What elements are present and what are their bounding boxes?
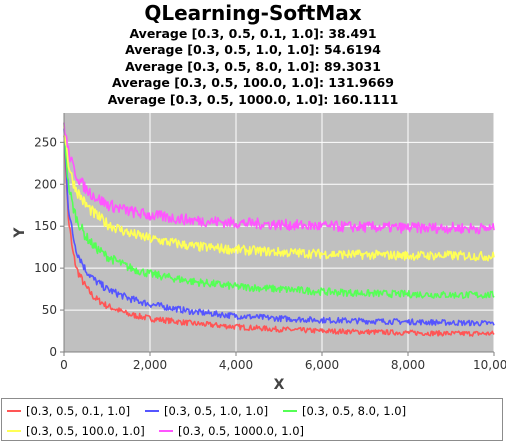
y-tick-label: 50: [42, 303, 57, 317]
legend-label: [0.3, 0.5, 1000.0, 1.0]: [178, 424, 305, 438]
chart-subtitle: Average [0.3, 0.5, 1000.0, 1.0]: 160.111…: [107, 91, 399, 107]
legend-item: [0.3, 0.5, 8.0, 1.0]: [283, 404, 406, 418]
legend-item: [0.3, 0.5, 0.1, 1.0]: [7, 404, 130, 418]
legend-swatch: [159, 430, 173, 432]
y-tick-label: 250: [34, 135, 57, 149]
legend-swatch: [7, 430, 21, 432]
legend-swatch: [7, 410, 21, 412]
chart-title: QLearning-SoftMax: [144, 1, 362, 25]
x-tick-label: 10,000: [473, 358, 506, 372]
y-tick-label: 0: [49, 345, 57, 359]
legend-label: [0.3, 0.5, 0.1, 1.0]: [26, 404, 131, 418]
chart-subtitle: Average [0.3, 0.5, 1.0, 1.0]: 54.6194: [125, 42, 381, 58]
series-line: [63, 128, 495, 327]
y-tick-label: 100: [34, 261, 57, 275]
x-tick-label: 8,000: [391, 358, 425, 372]
series-line: [63, 122, 495, 235]
chart-subtitle: Average [0.3, 0.5, 0.1, 1.0]: 38.491: [129, 26, 377, 41]
legend-item: [0.3, 0.5, 1.0, 1.0]: [145, 404, 268, 418]
y-tick-label: 200: [34, 177, 57, 191]
x-tick-label: 4,000: [219, 358, 253, 372]
x-tick-label: 0: [60, 358, 68, 372]
series-line: [63, 125, 495, 262]
x-tick-label: 6,000: [305, 358, 339, 372]
x-axis-label: X: [274, 377, 285, 393]
y-tick-label: 150: [34, 219, 57, 233]
chart-subtitle: Average [0.3, 0.5, 8.0, 1.0]: 89.3031: [125, 58, 381, 74]
chart-legend: [0.3, 0.5, 0.1, 1.0] [0.3, 0.5, 1.0, 1.0…: [1, 398, 503, 441]
series-line: [63, 122, 495, 300]
series-line: [63, 135, 495, 337]
y-axis-label: Y: [12, 227, 28, 239]
legend-label: [0.3, 0.5, 1.0, 1.0]: [164, 404, 269, 418]
chart-subtitle: Average [0.3, 0.5, 100.0, 1.0]: 131.9669: [112, 75, 394, 91]
legend-swatch: [145, 410, 159, 412]
x-tick-label: 2,000: [133, 358, 167, 372]
chart-plot: 0 2,000 4,000 6,000 8,000 10,000 0 50 100 150 200 2…: [12, 113, 506, 393]
legend-label: [0.3, 0.5, 100.0, 1.0]: [26, 424, 145, 438]
legend-label: [0.3, 0.5, 8.0, 1.0]: [302, 404, 407, 418]
legend-swatch: [283, 410, 297, 412]
legend-item: [0.3, 0.5, 100.0, 1.0]: [7, 424, 145, 438]
legend-item: [0.3, 0.5, 1000.0, 1.0]: [159, 424, 304, 438]
chart-subtitles: Average [0.3, 0.5, 0.1, 1.0]: 38.491 Ave…: [0, 26, 506, 108]
